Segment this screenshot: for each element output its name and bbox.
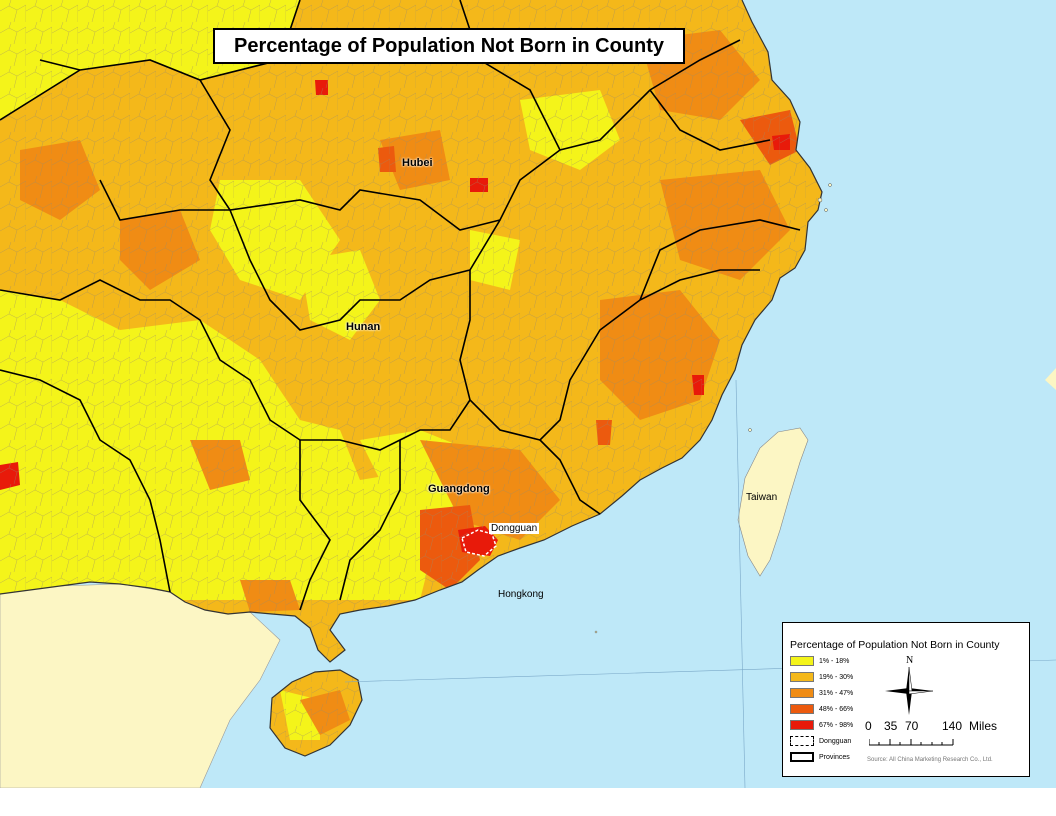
legend-swatch [790, 704, 814, 714]
label-hunan: Hunan [346, 321, 381, 333]
legend-item: 31% - 47% [790, 687, 853, 699]
southeast-asia-land [0, 583, 281, 788]
legend-item: 67% - 98% [790, 719, 853, 731]
north-label: N [906, 655, 913, 666]
dongguan-outline [461, 529, 497, 557]
hainan-island [269, 669, 363, 757]
legend-label: Provinces [819, 753, 850, 761]
legend-label: Dongguan [819, 737, 852, 745]
north-arrow-icon: N [885, 655, 933, 715]
legend-label: 1% - 18% [819, 657, 850, 665]
label-dongguan: Dongguan [489, 523, 540, 534]
legend-swatch [790, 720, 814, 730]
legend-item-dongguan: Dongguan [790, 735, 851, 747]
scale-tick-140: 140 [942, 719, 963, 733]
dongsha-land [1045, 368, 1056, 390]
label-hongkong: Hongkong [498, 589, 544, 600]
scale-unit: Miles [969, 719, 998, 733]
label-hubei: Hubei [402, 157, 433, 169]
legend-label: 67% - 98% [819, 721, 854, 729]
map-title: Percentage of Population Not Born in Cou… [213, 28, 685, 64]
legend-swatch [790, 688, 814, 698]
source-note: Source: All China Marketing Research Co.… [867, 757, 993, 763]
mainland-coastline [0, 0, 823, 663]
scale-tick-0: 0 [865, 719, 872, 733]
legend-swatch [790, 656, 814, 666]
legend-swatch-provinces [790, 752, 814, 762]
legend-swatch [790, 672, 814, 682]
label-guangdong: Guangdong [428, 483, 490, 495]
legend-item-provinces: Provinces [790, 751, 850, 763]
legend-label: 19% - 30% [819, 673, 854, 681]
legend-title: Percentage of Population Not Born in Cou… [790, 639, 1000, 651]
taiwan-island [737, 427, 809, 577]
scale-tick-70: 70 [905, 719, 919, 733]
legend-item: 48% - 66% [790, 703, 853, 715]
legend-label: 31% - 47% [819, 689, 854, 697]
label-taiwan: Taiwan [746, 492, 778, 503]
scale-tick-35: 35 [884, 719, 898, 733]
legend-item: 1% - 18% [790, 655, 849, 667]
islands [594, 183, 832, 634]
scale-bar [869, 739, 954, 746]
legend-item: 19% - 30% [790, 671, 853, 683]
legend-swatch-dongguan [790, 736, 814, 746]
legend-label: 48% - 66% [819, 705, 854, 713]
legend: Percentage of Population Not Born in Cou… [782, 622, 1030, 777]
